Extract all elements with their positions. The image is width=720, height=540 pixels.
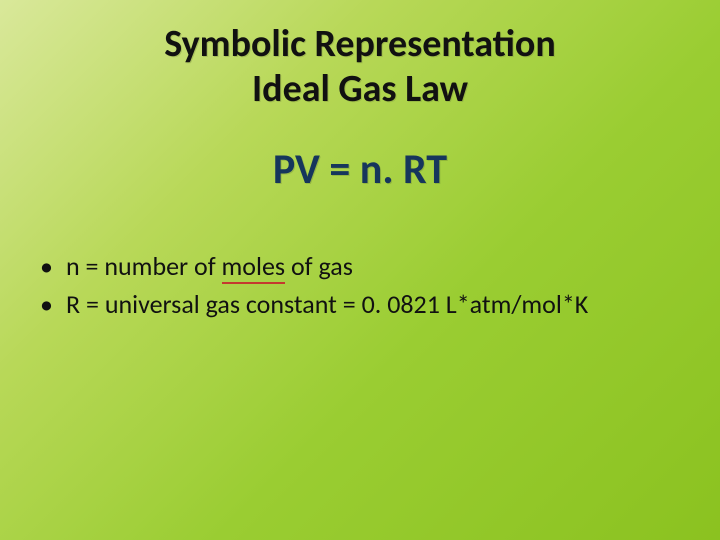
list-item: • n = number of moles of gas [40, 249, 690, 285]
bullet-1-underlined: moles [222, 250, 286, 284]
title-line-1: Symbolic Representation [30, 22, 690, 67]
title-block: Symbolic Representation Ideal Gas Law [30, 22, 690, 112]
bullet-1-post: of gas [285, 250, 353, 282]
equation-block: PV = n. RT [30, 144, 690, 195]
list-item: • R = universal gas constant = 0. 0821 L… [40, 287, 690, 323]
bullet-1-pre: n = number of [66, 250, 222, 282]
slide: Symbolic Representation Ideal Gas Law PV… [0, 0, 720, 540]
title-line-2: Ideal Gas Law [30, 67, 690, 112]
bullet-text-1: n = number of moles of gas [66, 249, 690, 285]
equation-text: PV = n. RT [273, 144, 447, 195]
bullet-list: • n = number of moles of gas • R = unive… [30, 249, 690, 323]
bullet-icon: • [40, 249, 66, 285]
bullet-2-pre: R = universal gas constant = 0. 0821 L*a… [66, 288, 588, 320]
bullet-icon: • [40, 287, 66, 323]
bullet-text-2: R = universal gas constant = 0. 0821 L*a… [66, 287, 690, 323]
